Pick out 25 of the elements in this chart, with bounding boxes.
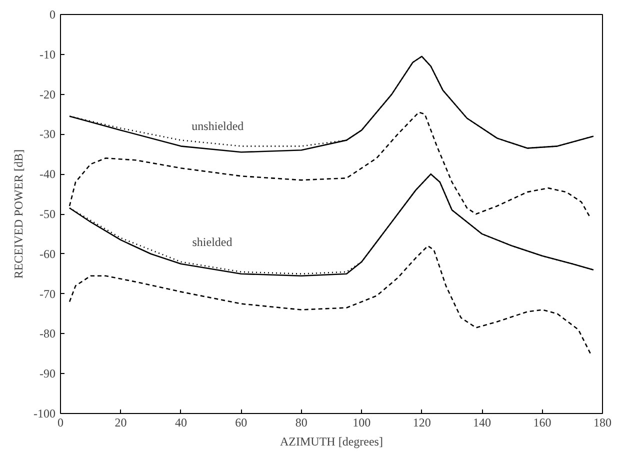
x-tick-label: 60 <box>235 416 248 430</box>
y-tick-label: -100 <box>34 406 56 420</box>
y-axis-title: RECEIVED POWER [dB] <box>12 149 26 279</box>
annotation: unshielded <box>192 119 244 134</box>
x-tick-label: 20 <box>114 416 127 430</box>
y-tick-label: -80 <box>40 326 56 341</box>
y-tick-label: -40 <box>40 167 56 182</box>
x-tick-label: 120 <box>412 416 431 430</box>
y-tick-label: -20 <box>40 87 56 102</box>
y-tick-label: 0 <box>50 8 56 22</box>
y-tick-label: -90 <box>40 366 56 381</box>
y-tick-label: -70 <box>40 286 56 301</box>
y-tick-label: -50 <box>40 207 56 221</box>
x-tick-label: 140 <box>473 416 492 430</box>
y-tick-label: -60 <box>40 246 56 261</box>
x-axis-title: AZIMUTH [degrees] <box>280 434 383 448</box>
line-series <box>68 245 592 354</box>
y-tick-label: -10 <box>40 47 56 62</box>
x-tick-label: 100 <box>352 416 371 430</box>
x-tick-label: 180 <box>594 416 612 430</box>
x-tick-label: 160 <box>533 416 552 430</box>
annotation: shielded <box>192 234 232 249</box>
y-tick-label: -30 <box>40 127 56 142</box>
x-tick-label: 40 <box>174 416 187 430</box>
x-tick-label: 80 <box>295 416 308 430</box>
